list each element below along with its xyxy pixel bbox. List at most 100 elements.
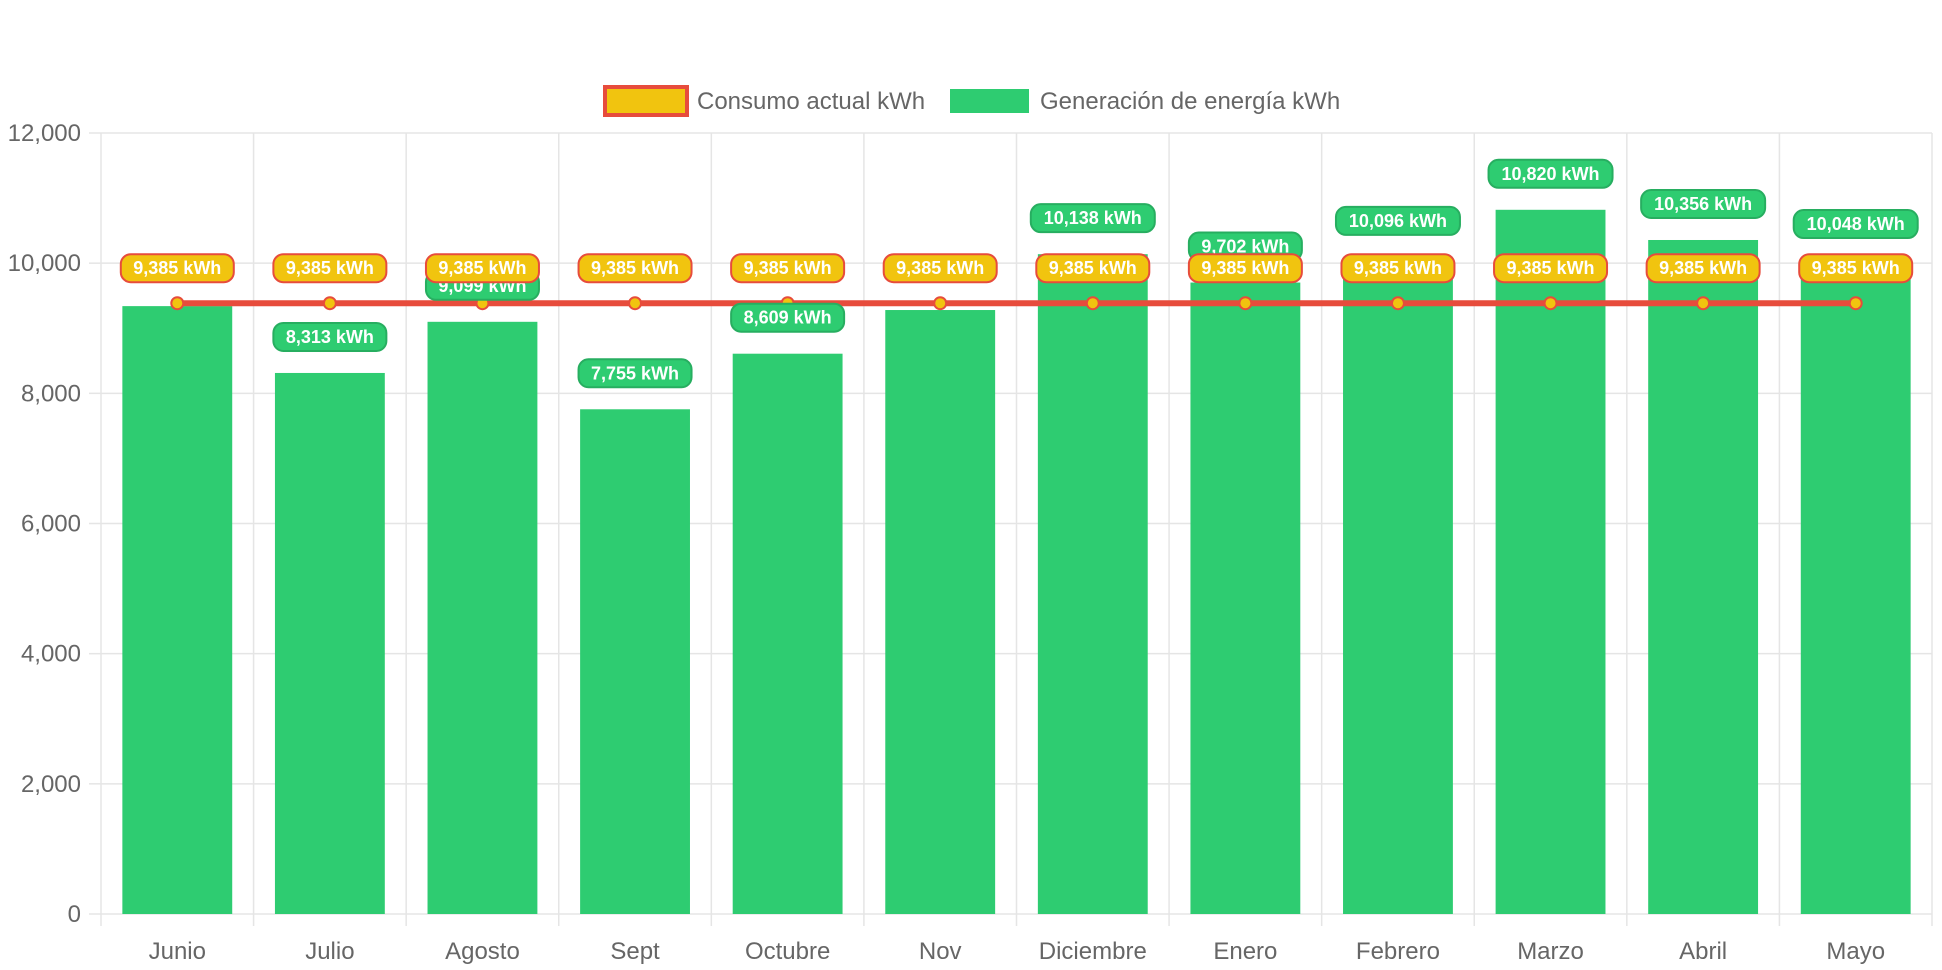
data-label-consumo-1-text: 9,385 kWh xyxy=(286,258,374,278)
point-consumo-3[interactable] xyxy=(628,296,643,311)
ytick-label-4: 8,000 xyxy=(21,380,81,407)
data-label-generacion-3-text: 7,755 kWh xyxy=(591,363,679,383)
data-label-generacion-6: 10,138 kWh xyxy=(1029,203,1156,234)
data-label-generacion-11-bg xyxy=(1792,209,1919,240)
data-label-generacion-4: 8,609 kWh xyxy=(730,302,846,333)
ytick-label-0: 0 xyxy=(68,901,81,928)
point-consumo-9[interactable] xyxy=(1543,296,1558,311)
data-label-consumo-0-bg xyxy=(119,253,235,284)
xtick-label-6: Diciembre xyxy=(1039,938,1147,965)
bar-generacion-5[interactable] xyxy=(885,310,996,914)
legend-item-consumo[interactable]: Consumo actual kWh xyxy=(603,85,925,117)
data-label-consumo-7-text: 9,385 kWh xyxy=(1201,258,1289,278)
data-label-consumo-9-bg xyxy=(1493,253,1609,284)
bar-generacion-1[interactable] xyxy=(274,372,385,914)
legend-label-generacion: Generación de energía kWh xyxy=(1040,88,1340,115)
legend-label-consumo: Consumo actual kWh xyxy=(697,88,925,115)
data-label-generacion-9-text: 10,820 kWh xyxy=(1502,164,1600,184)
data-label-generacion-4-bg xyxy=(730,302,846,333)
point-consumo-6[interactable] xyxy=(1085,296,1100,311)
ytick-label-1: 2,000 xyxy=(21,771,81,798)
ytick-label-2: 4,000 xyxy=(21,641,81,668)
xtick-label-9: Marzo xyxy=(1517,938,1584,965)
data-label-generacion-8-text: 10,096 kWh xyxy=(1349,211,1447,231)
ytick-label-5: 10,000 xyxy=(8,250,81,277)
data-label-consumo-2: 9,385 kWh xyxy=(424,253,540,284)
xtick-label-5: Nov xyxy=(919,938,962,965)
data-label-generacion-10: 10,356 kWh xyxy=(1640,188,1767,219)
data-label-consumo-0-text: 9,385 kWh xyxy=(133,258,221,278)
xtick-label-3: Sept xyxy=(610,938,660,965)
legend-item-generacion[interactable]: Generación de energía kWh xyxy=(950,88,1340,115)
data-label-consumo-11-text: 9,385 kWh xyxy=(1812,258,1900,278)
data-label-consumo-5-bg xyxy=(882,253,998,284)
bar-generacion-0[interactable] xyxy=(122,306,233,914)
data-label-consumo-7-bg xyxy=(1187,253,1303,284)
data-label-consumo-1-bg xyxy=(272,253,388,284)
data-label-consumo-4-text: 9,385 kWh xyxy=(744,258,832,278)
data-label-consumo-6: 9,385 kWh xyxy=(1035,253,1151,284)
bar-generacion-8[interactable] xyxy=(1343,256,1453,914)
point-consumo-11[interactable] xyxy=(1848,296,1863,311)
data-label-consumo-6-bg xyxy=(1035,253,1151,284)
data-label-generacion-10-text: 10,356 kWh xyxy=(1654,194,1752,214)
xtick-label-4: Octubre xyxy=(745,938,830,965)
bar-generacion-10[interactable] xyxy=(1648,239,1759,914)
bar-generacion-3[interactable] xyxy=(580,409,690,914)
data-label-consumo-0: 9,385 kWh xyxy=(119,253,235,284)
xtick-label-2: Agosto xyxy=(445,938,520,965)
xtick-label-0: Junio xyxy=(149,938,206,965)
data-label-generacion-7-text: 9,702 kWh xyxy=(1201,237,1289,257)
data-label-generacion-11-text: 10,048 kWh xyxy=(1807,214,1905,234)
point-consumo-0[interactable] xyxy=(170,296,185,311)
legend-swatch-consumo xyxy=(603,85,689,117)
point-consumo-1[interactable] xyxy=(322,296,337,311)
ytick-label-6: 12,000 xyxy=(8,120,81,147)
data-label-generacion-9: 10,820 kWh xyxy=(1487,158,1614,189)
point-consumo-7[interactable] xyxy=(1238,296,1253,311)
data-label-consumo-2-text: 9,385 kWh xyxy=(438,258,526,278)
data-label-consumo-5-text: 9,385 kWh xyxy=(896,258,984,278)
xtick-label-7: Enero xyxy=(1213,938,1277,965)
data-label-generacion-8-bg xyxy=(1334,205,1461,236)
bar-generacion-7[interactable] xyxy=(1190,282,1301,914)
bar-generacion-11[interactable] xyxy=(1800,260,1911,914)
data-label-generacion-3-bg xyxy=(577,358,693,389)
data-label-consumo-3-bg xyxy=(577,253,693,284)
data-label-generacion-11: 10,048 kWh xyxy=(1792,209,1919,240)
data-label-consumo-4-bg xyxy=(730,253,846,284)
data-label-generacion-6-text: 10,138 kWh xyxy=(1044,208,1142,228)
bar-generacion-4[interactable] xyxy=(732,353,843,914)
axis-layer: 0 2,000 4,000 6,000 8,000 10,000 12,000 Junio Ju… xyxy=(8,120,1885,965)
data-label-consumo-10-bg xyxy=(1645,253,1761,284)
data-label-generacion-8: 10,096 kWh xyxy=(1334,205,1461,236)
data-label-generacion-6-bg xyxy=(1029,203,1156,234)
bar-generacion-2[interactable] xyxy=(427,321,538,914)
data-label-consumo-3: 9,385 kWh xyxy=(577,253,693,284)
data-label-consumo-8: 9,385 kWh xyxy=(1340,253,1456,284)
data-label-generacion-1-text: 8,313 kWh xyxy=(286,327,374,347)
xtick-label-1: Julio xyxy=(305,938,354,965)
data-label-consumo-11: 9,385 kWh xyxy=(1798,253,1914,284)
data-label-consumo-4: 9,385 kWh xyxy=(730,253,846,284)
point-consumo-10[interactable] xyxy=(1696,296,1711,311)
bar-generacion-6[interactable] xyxy=(1037,254,1148,914)
data-label-generacion-1: 8,313 kWh xyxy=(272,321,388,352)
grid-layer xyxy=(100,132,1933,926)
data-label-consumo-11-bg xyxy=(1798,253,1914,284)
data-label-consumo-3-text: 9,385 kWh xyxy=(591,258,679,278)
bars-layer xyxy=(122,209,1911,914)
data-label-consumo-7: 9,385 kWh xyxy=(1187,253,1303,284)
data-label-consumo-5: 9,385 kWh xyxy=(882,253,998,284)
data-label-generacion-9-bg xyxy=(1487,158,1614,189)
legend[interactable]: Consumo actual kWh Generación de energía… xyxy=(603,85,1340,117)
xtick-label-11: Mayo xyxy=(1826,938,1885,965)
bar-generacion-9[interactable] xyxy=(1495,209,1606,914)
data-label-consumo-8-bg xyxy=(1340,253,1456,284)
point-consumo-8[interactable] xyxy=(1390,296,1405,311)
point-consumo-5[interactable] xyxy=(933,296,948,311)
data-label-consumo-9-text: 9,385 kWh xyxy=(1507,258,1595,278)
data-label-generacion-3: 7,755 kWh xyxy=(577,358,693,389)
data-label-consumo-9: 9,385 kWh xyxy=(1493,253,1609,284)
